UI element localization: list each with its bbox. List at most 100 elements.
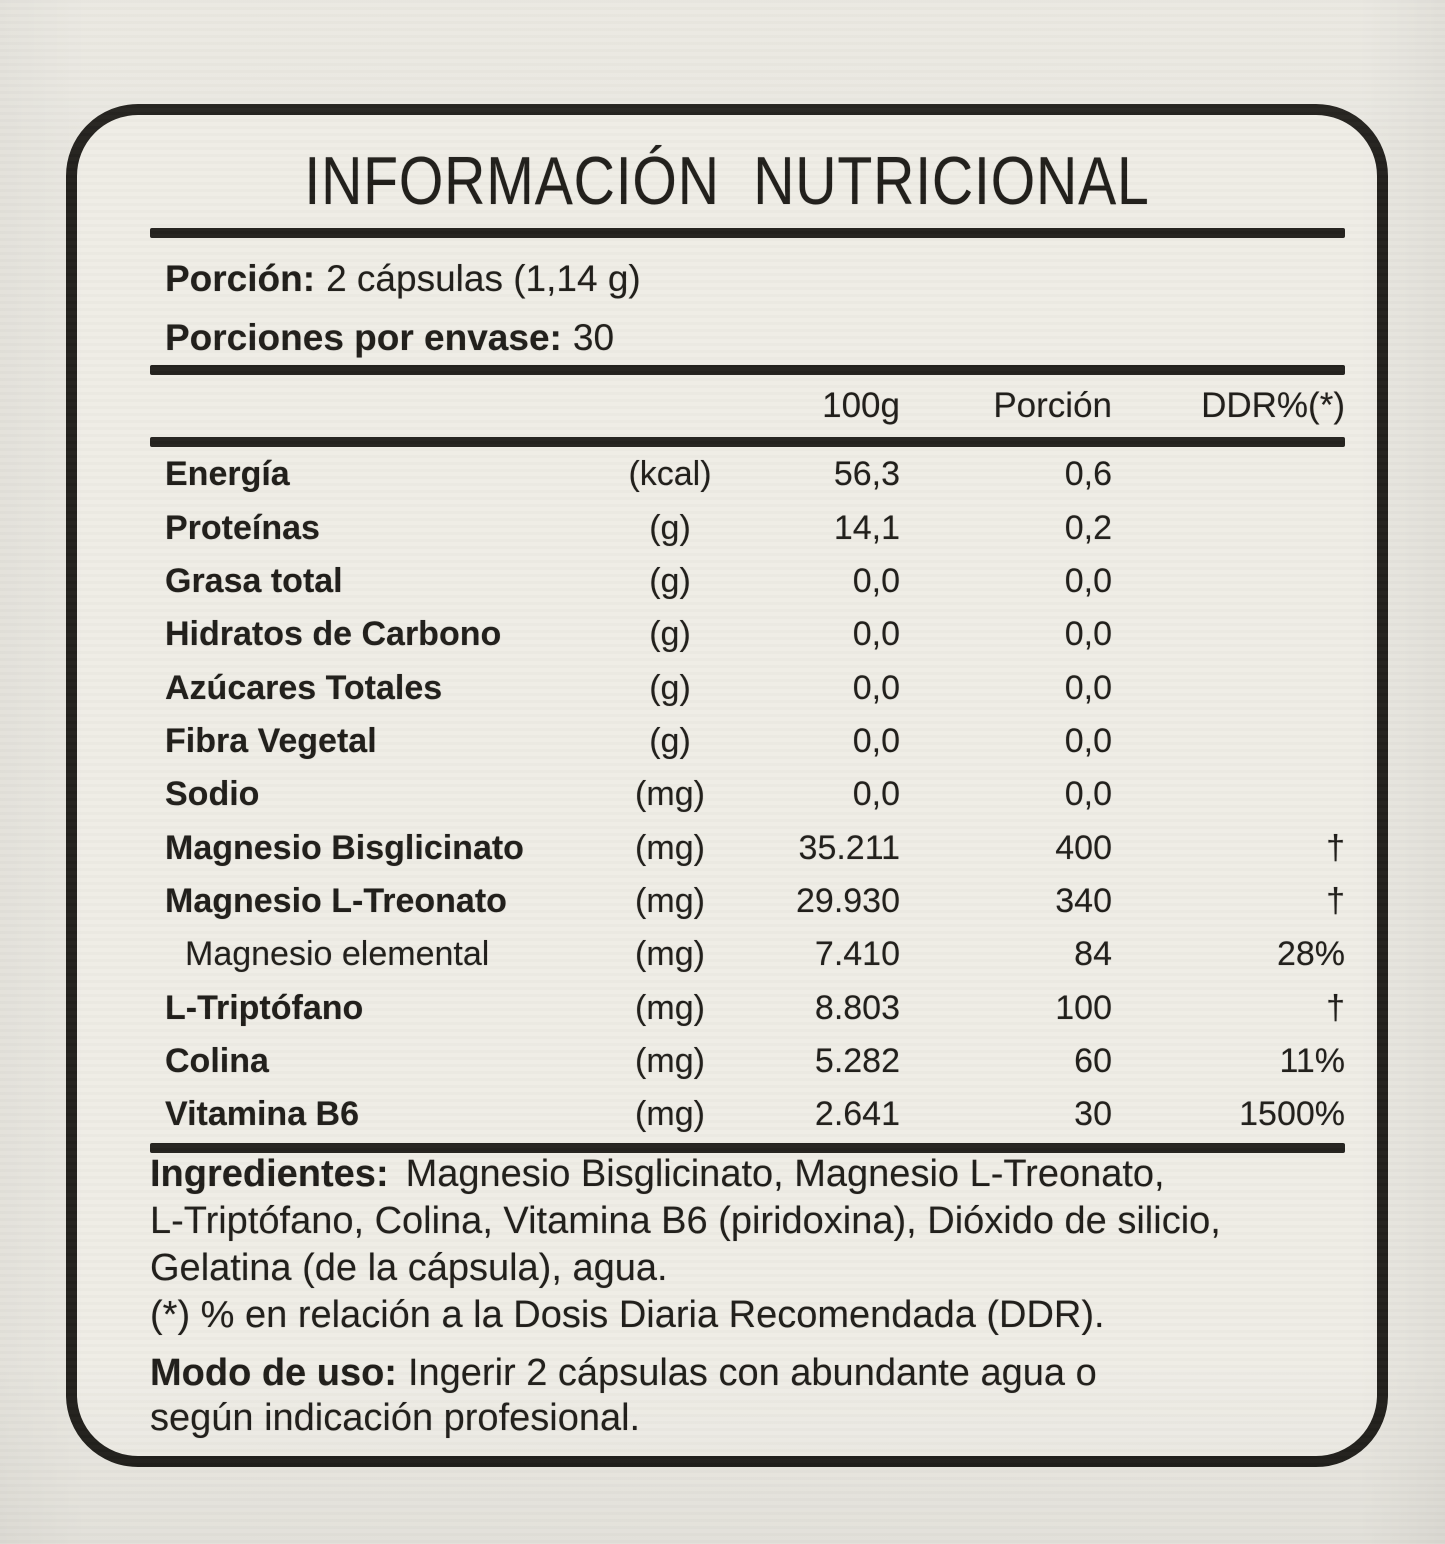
serving-size-line: Porción: 2 cápsulas (1,14 g) [165,256,641,302]
value-ddr: † [1326,828,1345,867]
divider-rule-header [150,437,1345,447]
nutrient-name: Proteínas [165,508,320,547]
serving-size-label: Porción: [165,258,316,299]
value-per-portion: 0,0 [1064,775,1112,814]
value-per-portion: 0,0 [1064,721,1112,760]
nutrient-unit: (mg) [635,935,705,974]
usage-paragraph: Modo de uso: Ingerir 2 cápsulas con abund… [150,1351,1360,1441]
table-row: Colina (mg) 5.282 60 11% [150,1035,1345,1088]
nutrient-name: Colina [165,1041,269,1080]
nutrient-unit: (g) [649,721,691,760]
nutrient-unit: (mg) [635,1095,705,1134]
serving-size-value: 2 cápsulas (1,14 g) [326,258,641,299]
header-ddr-percent: DDR%(*) [1201,386,1345,425]
ingredients-label: Ingredientes: [150,1153,389,1195]
usage-label: Modo de uso: [150,1352,397,1394]
value-per-100g: 5.282 [814,1041,900,1080]
value-per-portion: 100 [1055,988,1112,1027]
value-per-100g: 7.410 [814,935,900,974]
nutrient-unit: (g) [649,561,691,600]
servings-per-container-value: 30 [572,317,615,358]
nutrient-name: Magnesio elemental [185,935,490,974]
nutrient-unit: (mg) [635,1041,705,1080]
table-row: Fibra Vegetal (g) 0,0 0,0 [150,715,1345,768]
nutrient-name: Fibra Vegetal [165,721,377,760]
value-per-100g: 29.930 [796,881,900,920]
table-row: Sodio (mg) 0,0 0,0 [150,768,1345,821]
value-per-100g: 0,0 [852,615,900,654]
label-title: INFORMACIÓN NUTRICIONAL [304,143,1150,219]
value-ddr: † [1326,988,1345,1027]
value-per-portion: 0,6 [1064,455,1112,494]
label-footer: Ingredientes: Magnesio Bisglicinato, Magn… [150,1151,1360,1441]
servings-per-container-label: Porciones por envase: [165,317,562,358]
table-row: Hidratos de Carbono (g) 0,0 0,0 [150,608,1345,661]
value-per-portion: 84 [1074,935,1112,974]
value-per-portion: 340 [1055,881,1112,920]
nutrient-unit: (mg) [635,775,705,814]
value-per-portion: 400 [1055,828,1112,867]
divider-rule-serving [150,365,1345,375]
ingredients-line-1: Ingredientes: Magnesio Bisglicinato, Magn… [150,1151,1360,1198]
ingredients-line-3: Gelatina (de la cápsula), agua. [150,1247,668,1289]
value-ddr: † [1326,881,1345,920]
nutrient-unit: (mg) [635,828,705,867]
nutrient-unit: (g) [649,615,691,654]
divider-rule-top [150,228,1345,238]
nutrient-name: Magnesio L-Treonato [165,881,507,920]
servings-per-container-line: Porciones por envase: 30 [165,315,614,361]
table-row: L-Triptófano (mg) 8.803 100 † [150,981,1345,1034]
nutrient-name: Azúcares Totales [165,668,443,707]
table-rows: Energía (kcal) 56,3 0,6 Proteínas (g) 14,1 0,2 G… [150,448,1345,1141]
table-row: Vitamina B6 (mg) 2.641 30 1500% [150,1088,1345,1141]
table-row: Magnesio elemental (mg) 7.410 84 28% [150,928,1345,981]
table-header-row: 100g Porción DDR%(*) [150,383,1345,429]
ingredients-line-2: L-Triptófano, Colina, Vitamina B6 (pirid… [150,1200,1221,1242]
nutrient-name: Sodio [165,775,260,814]
nutrient-unit: (mg) [635,881,705,920]
table-header: 100g Porción DDR%(*) [150,383,1345,429]
nutrient-name: L-Triptófano [165,988,364,1027]
value-per-portion: 0,0 [1064,668,1112,707]
value-per-100g: 56,3 [833,455,900,494]
nutrient-name: Vitamina B6 [165,1095,360,1134]
value-per-100g: 0,0 [852,775,900,814]
nutrient-name: Grasa total [165,561,343,600]
value-per-portion: 0,2 [1064,508,1112,547]
value-per-100g: 0,0 [852,561,900,600]
usage-line-2: según indicación profesional. [150,1397,641,1439]
nutrient-unit: (g) [649,508,691,547]
value-per-100g: 35.211 [798,828,900,867]
nutrition-label: INFORMACIÓN NUTRICIONAL Porción: 2 cápsul… [66,104,1388,1467]
value-ddr: 1500% [1239,1095,1345,1134]
nutrient-unit: (mg) [635,988,705,1027]
value-per-100g: 0,0 [852,668,900,707]
value-ddr: 11% [1279,1041,1345,1080]
divider-rule-bottom [150,1143,1345,1153]
usage-text: Ingerir 2 cápsulas con abundante agua o [407,1352,1097,1394]
nutrient-name: Hidratos de Carbono [165,615,502,654]
header-per-100g: 100g [822,386,900,425]
table-row: Energía (kcal) 56,3 0,6 [150,448,1345,501]
value-ddr: 28% [1276,935,1345,974]
value-per-100g: 8.803 [814,988,900,1027]
value-per-portion: 0,0 [1064,615,1112,654]
value-per-100g: 0,0 [852,721,900,760]
value-per-100g: 14,1 [833,508,900,547]
ingredients-text: Magnesio Bisglicinato, Magnesio L-Treona… [405,1153,1165,1195]
nutrient-unit: (g) [649,668,691,707]
value-per-portion: 60 [1074,1041,1112,1080]
header-portion: Porción [993,386,1112,425]
nutrient-name: Magnesio Bisglicinato [165,828,524,867]
ddr-footnote: (*) % en relación a la Dosis Diaria Reco… [150,1294,1105,1336]
table-row: Azúcares Totales (g) 0,0 0,0 [150,661,1345,714]
value-per-100g: 2.641 [814,1095,900,1134]
nutrient-name: Energía [165,455,290,494]
table-row: Proteínas (g) 14,1 0,2 [150,501,1345,554]
table-row: Magnesio Bisglicinato (mg) 35.211 400 † [150,821,1345,874]
usage-line-1: Modo de uso: Ingerir 2 cápsulas con abund… [150,1351,1360,1396]
value-per-portion: 30 [1074,1095,1112,1134]
table-row: Magnesio L-Treonato (mg) 29.930 340 † [150,875,1345,928]
nutrient-unit: (kcal) [628,455,712,494]
table-row: Grasa total (g) 0,0 0,0 [150,555,1345,608]
